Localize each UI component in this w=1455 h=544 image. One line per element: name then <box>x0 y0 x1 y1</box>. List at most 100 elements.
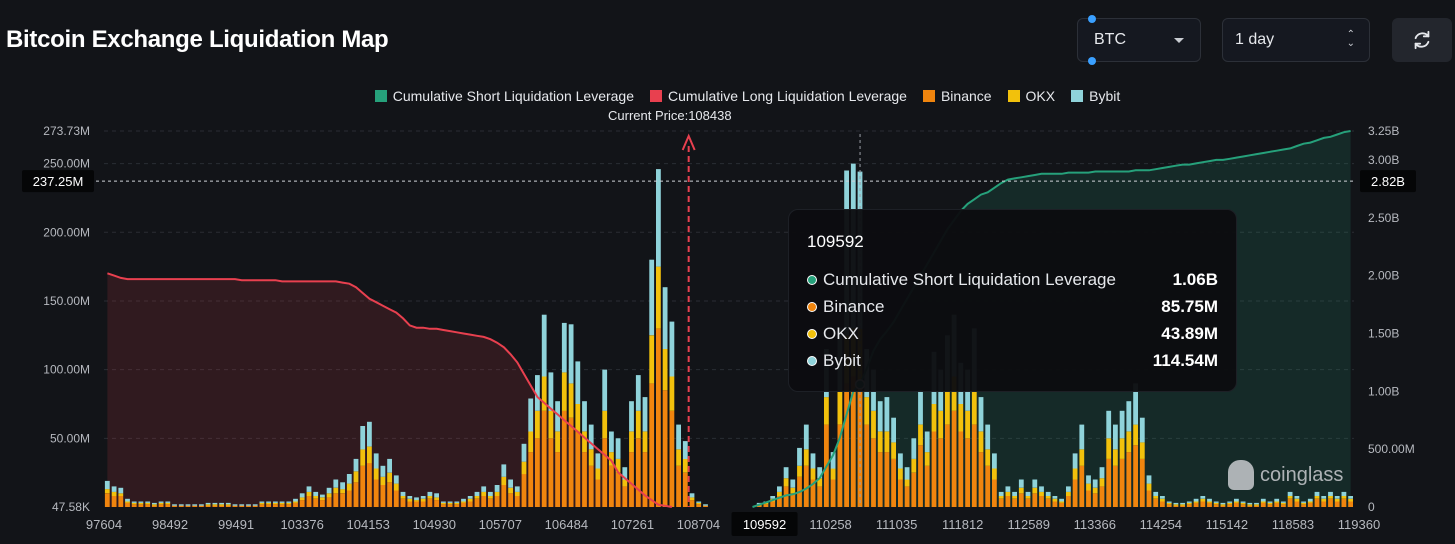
bar-binance <box>1301 504 1306 507</box>
chevron-down-icon <box>1174 38 1184 43</box>
bar-bybit <box>1234 498 1239 502</box>
bar-bybit <box>891 417 896 443</box>
bar-bybit <box>797 447 802 466</box>
bar-okx <box>528 431 534 453</box>
bar-okx <box>555 431 560 453</box>
bar-bybit <box>125 498 130 502</box>
bar-okx <box>1301 502 1306 505</box>
bar-okx <box>958 404 964 432</box>
bar-binance <box>871 438 876 507</box>
bar-binance <box>790 493 796 507</box>
bar-binance <box>400 498 406 507</box>
bar-okx <box>568 383 574 418</box>
period-select[interactable]: 1 day ⌃ ⌄ <box>1222 18 1370 62</box>
bar-binance <box>971 424 977 507</box>
bar-bybit <box>1267 501 1273 503</box>
bar-okx <box>521 461 527 475</box>
bar-okx <box>1254 504 1259 506</box>
bar-bybit <box>1240 501 1246 503</box>
legend-item-okx[interactable]: OKX <box>1007 88 1055 104</box>
legend-item-binance[interactable]: Binance <box>922 88 992 104</box>
bar-okx <box>1213 502 1219 505</box>
bar-okx <box>131 502 137 505</box>
legend-item-long[interactable]: Cumulative Long Liquidation Leverage <box>650 88 907 104</box>
bar-bybit <box>185 504 191 506</box>
bar-binance <box>1213 504 1219 507</box>
bar-binance <box>555 452 560 507</box>
bar-binance <box>891 458 896 507</box>
bar-okx <box>992 468 997 480</box>
bar-binance <box>259 504 265 507</box>
bar-binance <box>884 452 890 507</box>
bar-bybit <box>662 287 668 349</box>
bar-binance <box>756 505 762 507</box>
bar-bybit <box>696 501 702 503</box>
bar-binance <box>682 472 688 507</box>
bar-okx <box>1307 501 1313 503</box>
coin-select[interactable]: BTC <box>1077 13 1201 67</box>
bar-okx <box>1018 487 1024 494</box>
bar-bybit <box>474 491 480 496</box>
refresh-button[interactable] <box>1392 18 1452 62</box>
bar-bybit <box>669 321 675 377</box>
bar-binance <box>777 496 782 507</box>
bar-binance <box>1227 504 1233 507</box>
bar-binance <box>447 504 453 507</box>
bar-bybit <box>535 375 540 411</box>
bar-okx <box>353 471 359 483</box>
bar-binance <box>837 424 843 507</box>
legend-label: Cumulative Long Liquidation Leverage <box>668 88 907 104</box>
bar-bybit <box>548 372 554 411</box>
bar-bybit <box>830 452 836 469</box>
x-tick-label: 115142 <box>1206 517 1248 532</box>
bar-okx <box>1334 498 1340 502</box>
bar-binance <box>615 472 621 507</box>
bar-okx <box>118 493 124 496</box>
legend-item-bybit[interactable]: Bybit <box>1071 88 1120 104</box>
bar-bybit <box>313 491 319 496</box>
bar-bybit <box>629 401 634 432</box>
bar-okx <box>1039 491 1044 496</box>
bar-binance <box>1119 458 1125 507</box>
bar-binance <box>279 504 285 507</box>
bar-binance <box>286 504 292 507</box>
bar-binance <box>1186 504 1192 507</box>
bar-okx <box>158 502 164 505</box>
legend-item-short[interactable]: Cumulative Short Liquidation Leverage <box>374 88 634 104</box>
short-liquidation-line <box>752 130 1351 508</box>
bar-bybit <box>118 487 124 494</box>
bar-bybit <box>1294 496 1300 499</box>
legend-swatch <box>1071 90 1084 102</box>
bar-okx <box>1113 449 1118 466</box>
bar-bybit <box>306 486 312 492</box>
bar-okx <box>1180 504 1185 506</box>
x-tick-label: 106484 <box>545 517 588 532</box>
tooltip-row-label: Binance <box>823 296 885 316</box>
bar-binance <box>1133 445 1138 507</box>
bar-okx <box>219 504 224 506</box>
bar-binance <box>1106 458 1112 507</box>
bar-binance <box>810 479 816 507</box>
bar-okx <box>286 502 292 505</box>
bar-okx <box>461 501 466 503</box>
bar-binance <box>629 452 634 507</box>
bar-okx <box>864 397 870 425</box>
bar-bybit <box>555 401 560 432</box>
bar-okx <box>803 449 809 466</box>
bar-binance <box>1146 490 1152 507</box>
x-tick-label: 103376 <box>280 517 323 532</box>
bar-binance <box>689 500 695 507</box>
bar-bybit <box>1287 491 1293 496</box>
bar-okx <box>420 498 426 502</box>
bar-okx <box>676 449 681 466</box>
bar-bybit <box>1139 417 1145 443</box>
bar-okx <box>1348 498 1353 502</box>
x-tick-label: 118583 <box>1272 517 1314 532</box>
bar-bybit <box>1173 502 1179 505</box>
bar-binance <box>938 438 944 507</box>
bar-binance <box>326 497 332 507</box>
bar-binance <box>978 452 984 507</box>
bar-okx <box>1220 504 1226 506</box>
bar-binance <box>380 485 386 507</box>
bar-binance <box>998 498 1004 507</box>
